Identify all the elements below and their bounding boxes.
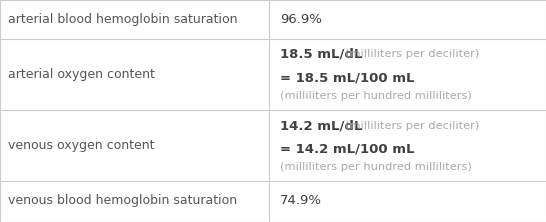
Text: = 14.2 mL/100 mL: = 14.2 mL/100 mL <box>280 143 414 155</box>
Text: venous oxygen content: venous oxygen content <box>8 139 155 152</box>
Text: venous blood hemoglobin saturation: venous blood hemoglobin saturation <box>8 194 238 207</box>
Text: 96.9%: 96.9% <box>280 13 322 26</box>
Text: = 18.5 mL/100 mL: = 18.5 mL/100 mL <box>280 71 414 84</box>
Text: (milliliters per deciliter): (milliliters per deciliter) <box>345 121 479 131</box>
Text: arterial oxygen content: arterial oxygen content <box>8 68 155 81</box>
Text: arterial blood hemoglobin saturation: arterial blood hemoglobin saturation <box>8 13 238 26</box>
Text: 74.9%: 74.9% <box>280 194 322 207</box>
Text: (milliliters per deciliter): (milliliters per deciliter) <box>345 50 479 59</box>
Text: 18.5 mL/dL: 18.5 mL/dL <box>280 48 363 61</box>
Text: (milliliters per hundred milliliters): (milliliters per hundred milliliters) <box>280 162 472 172</box>
Text: 14.2 mL/dL: 14.2 mL/dL <box>280 119 363 132</box>
Text: (milliliters per hundred milliliters): (milliliters per hundred milliliters) <box>280 91 472 101</box>
